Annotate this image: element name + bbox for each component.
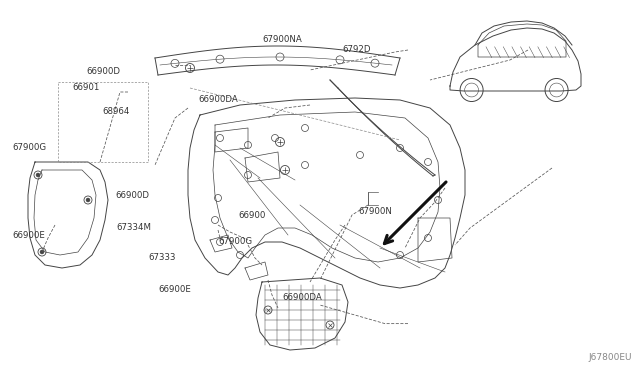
Text: 67900N: 67900N	[358, 208, 392, 217]
Text: 6792D: 6792D	[342, 45, 371, 55]
Text: 66900E: 66900E	[158, 285, 191, 295]
Text: 66900D: 66900D	[115, 190, 149, 199]
Text: 67334M: 67334M	[116, 224, 151, 232]
Circle shape	[36, 173, 40, 177]
Circle shape	[86, 198, 90, 202]
Text: 67900G: 67900G	[218, 237, 252, 247]
Text: 68964: 68964	[102, 108, 129, 116]
Text: 66900: 66900	[238, 211, 266, 219]
Text: 67900NA: 67900NA	[262, 35, 301, 45]
Text: J67800EU: J67800EU	[589, 353, 632, 362]
Text: 66900DA: 66900DA	[282, 294, 322, 302]
Text: 66900D: 66900D	[86, 67, 120, 77]
Text: 66900E: 66900E	[12, 231, 45, 240]
Text: 66900DA: 66900DA	[198, 96, 237, 105]
Text: 67333: 67333	[148, 253, 175, 263]
Text: 67900G: 67900G	[12, 144, 46, 153]
Circle shape	[40, 250, 44, 254]
Text: 66901: 66901	[72, 83, 99, 93]
